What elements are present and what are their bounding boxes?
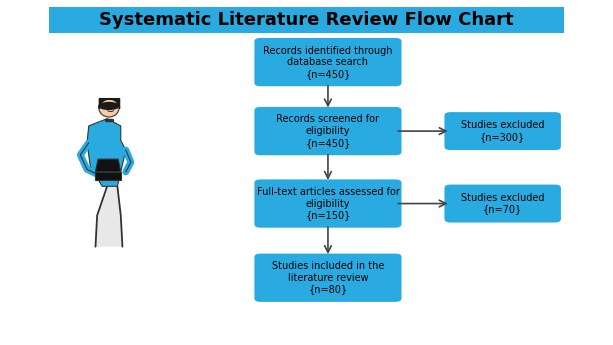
Text: Records identified through
database search
{n=450}: Records identified through database sear… (263, 46, 393, 79)
FancyBboxPatch shape (49, 7, 564, 33)
Text: Records screened for
eligibility
{n=450}: Records screened for eligibility {n=450} (276, 115, 379, 148)
Polygon shape (96, 186, 123, 247)
Ellipse shape (98, 102, 120, 110)
FancyBboxPatch shape (254, 179, 402, 228)
FancyBboxPatch shape (254, 254, 402, 302)
FancyBboxPatch shape (254, 107, 402, 155)
Text: Full-text articles assessed for
eligibility
{n=150}: Full-text articles assessed for eligibil… (256, 187, 400, 220)
Text: Systematic Literature Review Flow Chart: Systematic Literature Review Flow Chart (99, 11, 514, 29)
Polygon shape (96, 159, 121, 172)
Text: Studies included in the
literature review
{n=80}: Studies included in the literature revie… (272, 261, 384, 294)
FancyBboxPatch shape (254, 38, 402, 86)
Polygon shape (87, 119, 126, 186)
FancyBboxPatch shape (96, 172, 121, 180)
Ellipse shape (99, 99, 119, 117)
FancyBboxPatch shape (444, 185, 561, 223)
Text: Studies excluded
{n=70}: Studies excluded {n=70} (461, 193, 544, 214)
Text: Studies excluded
{n=300}: Studies excluded {n=300} (461, 120, 544, 142)
FancyBboxPatch shape (444, 112, 561, 150)
